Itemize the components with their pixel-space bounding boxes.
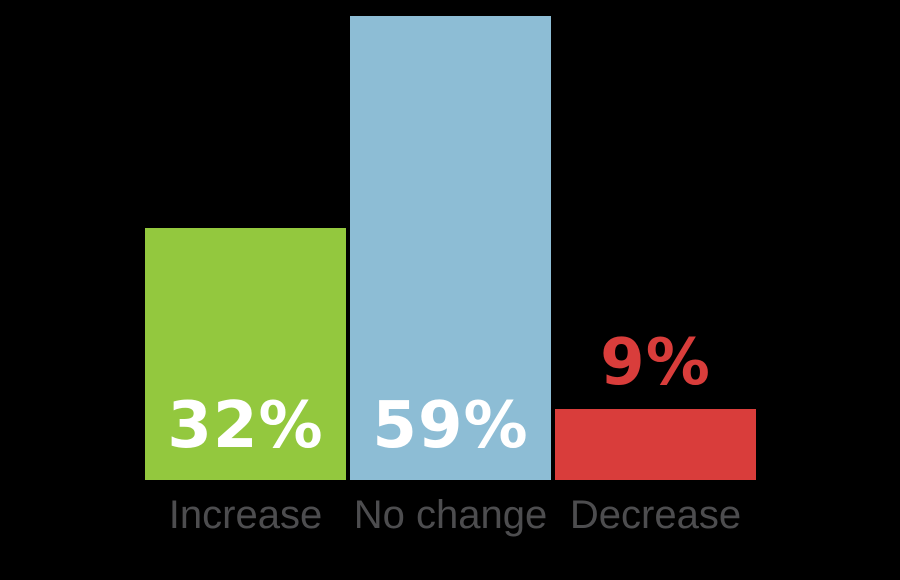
value-label-decrease: 9%: [600, 326, 711, 400]
bar-group-decrease: 9%: [555, 16, 756, 480]
category-labels-row: Increase No change Decrease: [145, 492, 756, 538]
bar-group-no-change: 59%: [350, 16, 551, 480]
category-label-no-change: No change: [353, 493, 548, 537]
category-label-decrease: Decrease: [569, 493, 742, 537]
bar-decrease: [555, 409, 756, 480]
value-label-no-change: 59%: [372, 389, 529, 463]
category-label-increase: Increase: [168, 493, 323, 537]
bar-increase: [145, 228, 346, 480]
bars-row: 32% 59% 9%: [145, 16, 756, 480]
bar-no-change: [350, 16, 551, 480]
bar-group-increase: 32%: [145, 16, 346, 480]
value-label-increase: 32%: [167, 389, 324, 463]
